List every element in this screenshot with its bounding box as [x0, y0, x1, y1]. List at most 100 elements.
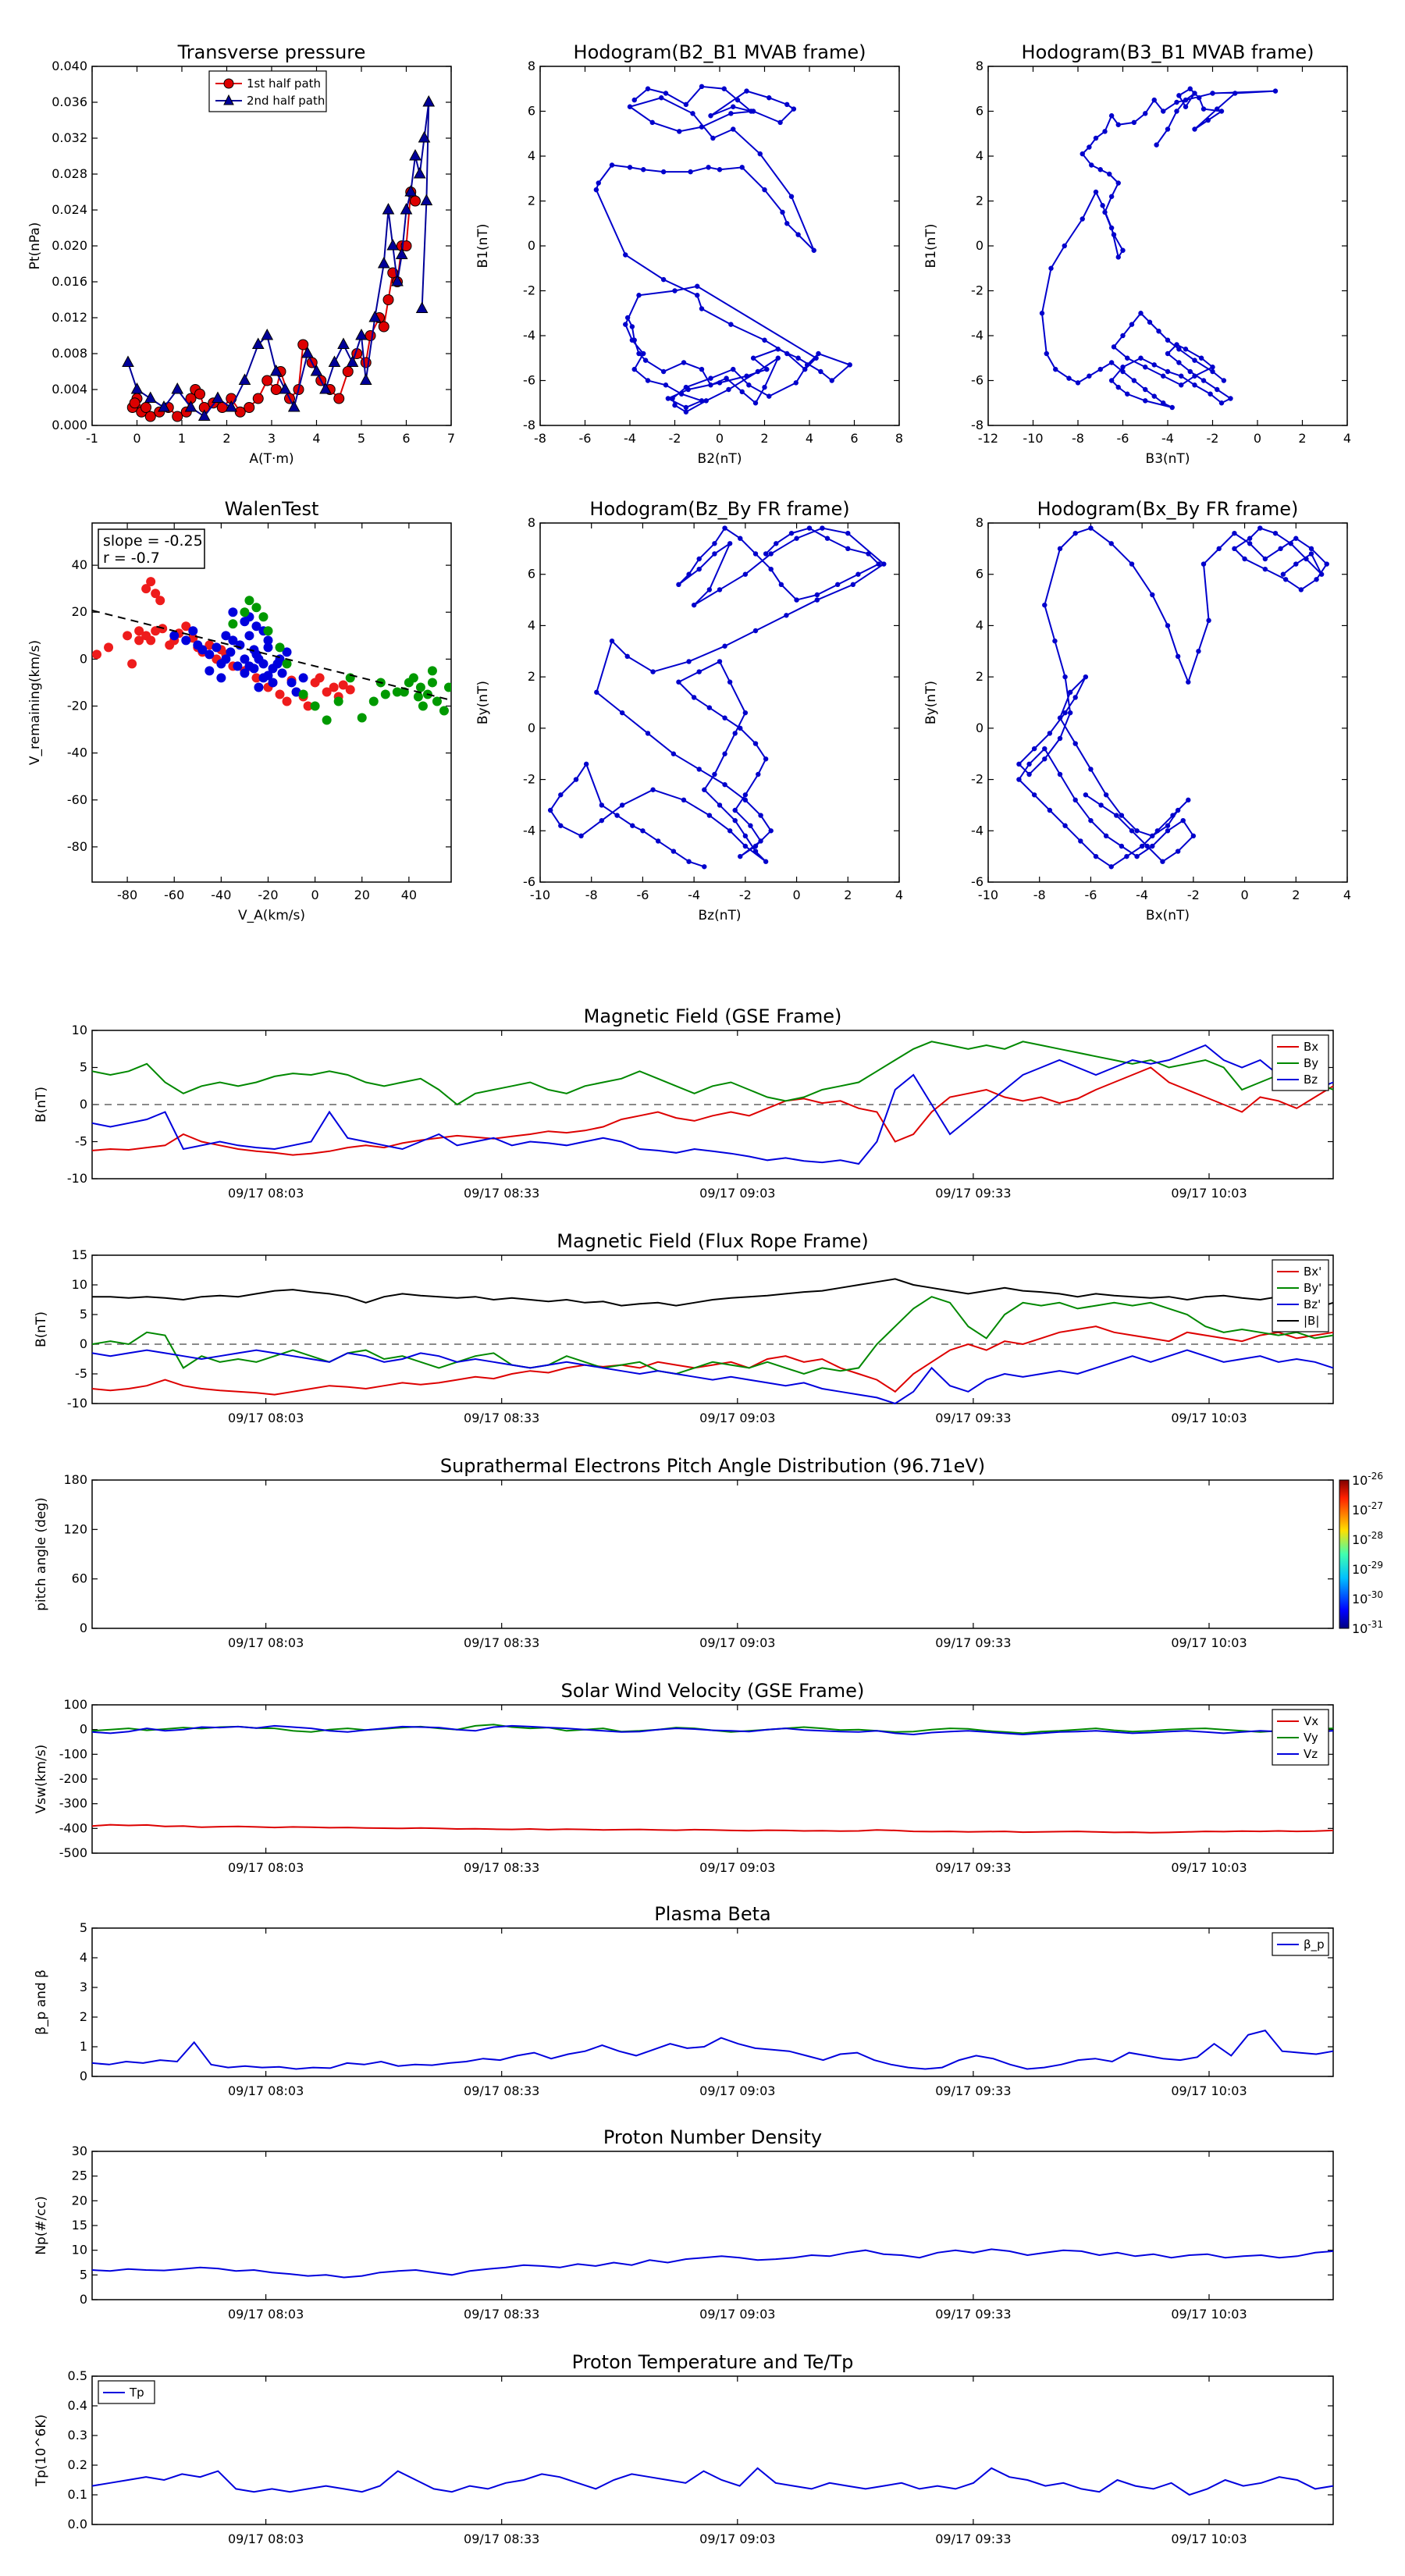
data-point [328, 355, 341, 367]
x-tick-label: 09/17 10:03 [1171, 2307, 1247, 2322]
data-point [1183, 347, 1189, 352]
data-point [732, 807, 738, 813]
y-axis-label: V_remaining(km/s) [27, 640, 43, 765]
data-point [422, 94, 436, 107]
data-point [1062, 674, 1068, 680]
data-point [824, 535, 831, 541]
data-point [1031, 745, 1037, 752]
y-tick-label: -2 [523, 772, 535, 787]
data-point [1304, 556, 1309, 562]
data-point [768, 551, 774, 557]
data-point [254, 682, 264, 692]
y-tick-label: 0.3 [68, 2428, 87, 2443]
x-tick-label: 09/17 08:03 [228, 2532, 304, 2546]
x-tick-label: 4 [806, 431, 813, 446]
data-point [547, 807, 553, 813]
y-tick-label: -10 [67, 1171, 87, 1186]
data-point [1218, 109, 1225, 114]
data-point [197, 645, 208, 655]
data-point [404, 184, 418, 197]
legend-box [1272, 1034, 1329, 1091]
data-point [1093, 135, 1099, 141]
legend-label: Bx' [1304, 1265, 1321, 1279]
data-point [1088, 817, 1094, 824]
data-point [659, 95, 664, 101]
data-point [1098, 802, 1104, 808]
data-point [762, 337, 767, 343]
data-point [1072, 695, 1078, 700]
data-point [1016, 761, 1022, 767]
x-tick-label: -8 [534, 431, 546, 446]
data-point [1097, 167, 1103, 173]
data-point [699, 398, 705, 404]
chart-hodogram-2: Hodogram(B3_B1 MVAB frame) -12 -10 -8 -6 -4 -2… [923, 41, 1351, 467]
legend-label: Bx [1304, 1040, 1318, 1054]
y-tick-label: 30 [72, 2144, 87, 2158]
data-point [665, 396, 671, 401]
data-point [212, 391, 224, 403]
x-tick-label: 8 [895, 431, 903, 446]
x-tick-label: -10 [530, 888, 550, 902]
data-point [240, 668, 250, 678]
data-point [1165, 828, 1171, 834]
data-point [788, 530, 795, 536]
data-point [338, 680, 348, 690]
data-point [845, 530, 851, 536]
data-point [1087, 373, 1092, 379]
x-tick-label: 09/17 08:03 [228, 2307, 304, 2322]
x-tick-label: 7 [447, 431, 455, 446]
data-point [767, 393, 772, 399]
data-point [1108, 541, 1114, 546]
chart-hodogram-5: Hodogram(Bx_By FR frame) -10 -8 -6 -4 -2 0 2 4 -6… [923, 498, 1351, 923]
data-point [814, 592, 820, 598]
x-tick-label: 09/17 08:03 [228, 1860, 304, 1875]
data-point [1150, 843, 1155, 849]
data-point [768, 566, 774, 572]
data-point [1100, 203, 1105, 208]
data-point [1075, 380, 1081, 386]
data-point [184, 400, 197, 412]
series-line-Bz [91, 1044, 1334, 1165]
data-point [794, 535, 799, 541]
data-point [413, 692, 423, 702]
y-tick-label: 0 [976, 720, 984, 735]
data-point [244, 661, 254, 671]
data-point [1115, 384, 1121, 390]
y-tick-label: 0.0 [68, 2517, 87, 2532]
data-point [1175, 849, 1181, 854]
y-tick-label: 5 [80, 2267, 87, 2282]
series-line-|B| [92, 1278, 1334, 1310]
data-point [624, 653, 630, 660]
data-point [1120, 365, 1126, 370]
data-point [721, 86, 727, 91]
data-point [1147, 319, 1153, 325]
data-point [1280, 571, 1286, 577]
data-point [775, 347, 781, 352]
data-point [252, 393, 264, 404]
data-point [1097, 366, 1103, 372]
data-point [660, 368, 667, 375]
data-point [197, 409, 211, 421]
data-point [670, 751, 677, 756]
data-point [221, 631, 231, 641]
x-tick-label: -20 [258, 888, 278, 902]
data-point [802, 366, 808, 372]
x-tick-label: 09/17 08:03 [228, 1411, 304, 1425]
y-tick-label: 0 [80, 1097, 87, 1112]
y-tick-label: -2 [971, 283, 984, 298]
data-point [1047, 807, 1053, 813]
scatter-series-2 [228, 596, 451, 725]
data-point [649, 119, 655, 126]
chart-title: Proton Number Density [603, 2126, 822, 2148]
data-point [234, 406, 246, 418]
data-point [663, 382, 669, 388]
data-point [722, 751, 727, 756]
data-point [1102, 129, 1108, 134]
data-point [558, 823, 564, 828]
data-point [1150, 833, 1155, 839]
data-point [408, 673, 418, 683]
x-tick-label: 09/17 10:03 [1171, 1186, 1247, 1201]
data-point [708, 382, 713, 388]
data-point [695, 283, 700, 289]
data-point [763, 859, 769, 864]
